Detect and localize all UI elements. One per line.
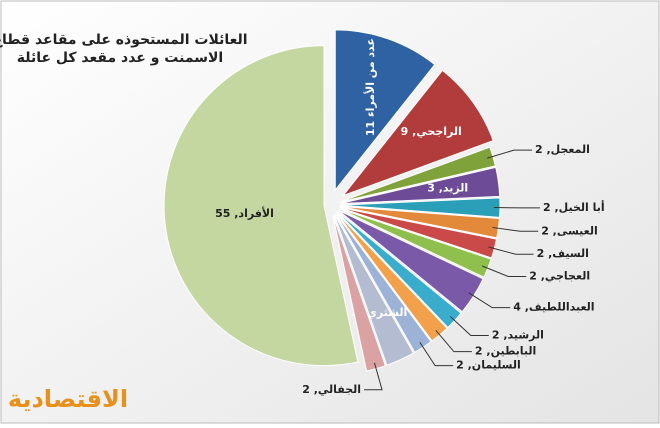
slice-label: العيسى, 2 [541,224,598,237]
slice-label: الرشيد, 2 [492,328,544,341]
slice-label: عدد من الأمراء 11 [363,38,377,136]
slice-label: الأفراد, 55 [215,206,274,220]
chart-title: العائلات المستحوذه على مقاعد قطاع [0,32,248,48]
slice-label: الجفالي, 2 [302,383,361,396]
slice-label: السليمان, 2 [456,359,521,372]
slice-label: البابطين, 2 [475,345,536,358]
slice-label: أبا الخيل, 2 [543,200,605,214]
slice-label: الراجحي, 9 [401,125,462,138]
slice-label: العجاجي, 2 [529,269,590,282]
slice-label: السيف, 2 [537,247,589,260]
slice-label: العبداللطيف, 4 [513,301,594,314]
slice-label: الزيد, 3 [427,182,468,195]
logo: الاقتصادية [8,385,128,413]
chart-subtitle: الاسمنت و عدد مقعد كل عائلة [17,50,223,66]
slice-label: المعجل, 2 [535,143,590,156]
